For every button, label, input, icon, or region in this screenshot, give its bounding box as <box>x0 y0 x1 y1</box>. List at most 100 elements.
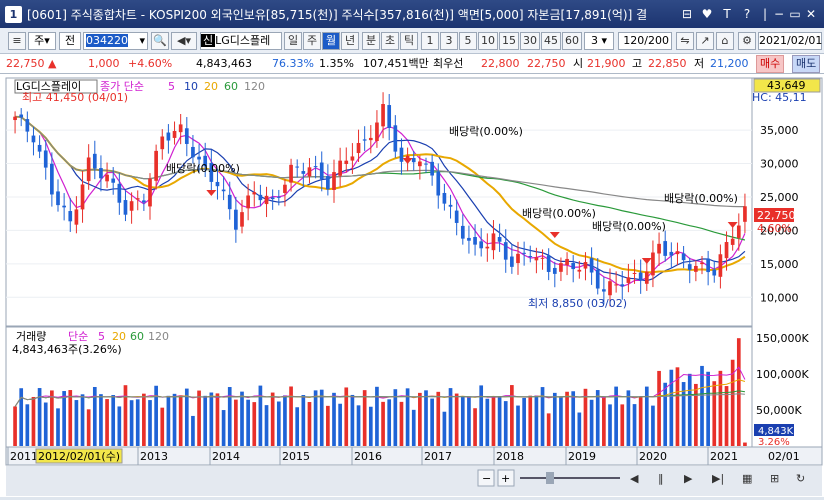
volume-bar <box>13 406 17 446</box>
volume-bar <box>503 401 508 446</box>
chart-area[interactable]: 35,000 30,000 25,000 20,000 15,000 10,000 150… <box>0 74 824 497</box>
zoom-out-button[interactable] <box>477 469 495 487</box>
volume-bar <box>129 400 134 446</box>
compare-icon[interactable]: ⌂ <box>716 32 734 50</box>
next-arrow-icon[interactable]: ▶ <box>684 472 693 485</box>
sound-icon[interactable]: ◀▾ <box>171 32 197 50</box>
current-price-tag: 22,750 <box>757 209 796 222</box>
period-month[interactable]: 월 <box>322 32 340 50</box>
volume-bar <box>730 359 735 446</box>
quote-amount: 107,451백만 <box>363 57 429 70</box>
volume-bar <box>497 396 502 446</box>
volume-bar <box>301 395 306 446</box>
market-select[interactable]: 전 <box>59 32 81 50</box>
zoom-in-button[interactable] <box>497 469 515 487</box>
text-icon[interactable]: T <box>723 7 731 21</box>
volume-bar <box>681 382 686 446</box>
candle-body <box>191 146 195 158</box>
candle-body <box>724 242 729 259</box>
dividend-label-3: 배당락(0.00%) <box>522 207 596 220</box>
volume-y-tick: 50,000K <box>756 404 802 417</box>
volume-bar <box>172 393 177 446</box>
settings-icon[interactable]: ⚙ <box>738 32 756 50</box>
candle-body <box>577 269 582 272</box>
candle-body <box>602 289 606 292</box>
x-axis-year: 2013 <box>140 450 168 463</box>
pause-icon[interactable]: ‖ <box>658 472 664 485</box>
period-second[interactable]: 초 <box>381 32 399 50</box>
volume-bar <box>430 398 434 446</box>
overlay-icon[interactable]: ↗ <box>696 32 714 50</box>
period-week[interactable]: 주 <box>303 32 321 50</box>
period-minute[interactable]: 분 <box>362 32 380 50</box>
interval-60[interactable]: 60 <box>562 32 582 50</box>
volume-bar <box>448 388 453 446</box>
search-icon[interactable]: 🔍 <box>151 32 169 50</box>
candle-body <box>651 252 655 276</box>
volume-bars <box>13 338 747 446</box>
x-axis-year: 2021 <box>710 450 738 463</box>
volume-moving-averages <box>14 366 746 407</box>
separator: | <box>762 7 768 21</box>
prev-arrow-icon[interactable]: ◀ <box>630 472 639 485</box>
candle-body <box>546 255 551 272</box>
help-icon[interactable]: ? <box>743 7 751 21</box>
quote-turnover: 1.35% <box>319 57 354 70</box>
maximize-button[interactable]: ▭ <box>789 7 801 21</box>
volume-bar <box>565 391 569 446</box>
interval-3[interactable]: 3 <box>440 32 458 50</box>
sell-button[interactable]: 매도 <box>792 55 821 73</box>
candle-body <box>234 209 238 230</box>
refresh-icon[interactable]: ↻ <box>796 472 805 485</box>
candle-body <box>92 153 97 169</box>
volume-bar <box>534 395 539 446</box>
candle-body <box>197 156 201 160</box>
end-arrow-icon[interactable]: ▶| <box>712 472 724 485</box>
screen-icon[interactable]: ⊟ <box>681 7 693 21</box>
buy-button[interactable]: 매수 <box>756 55 785 73</box>
interval-30[interactable]: 30 <box>520 32 540 50</box>
volume-bar <box>632 404 637 446</box>
candle-body <box>595 269 600 289</box>
interval-10[interactable]: 10 <box>478 32 498 50</box>
candle-body <box>736 225 741 238</box>
stock-code-input[interactable]: 034220 ▾ <box>83 32 148 50</box>
volume-bar <box>620 404 625 446</box>
chart-type-icon[interactable]: ⇋ <box>676 32 694 50</box>
interval-45[interactable]: 45 <box>541 32 561 50</box>
grid-icon[interactable]: ▦ <box>742 472 752 485</box>
favorite-icon[interactable]: ♥ <box>701 7 713 21</box>
volume-y-ticks: 150,000K 100,000K 50,000K <box>756 332 809 417</box>
market-type-select[interactable]: 주▾ <box>28 32 56 50</box>
interval-1[interactable]: 1 <box>421 32 439 50</box>
volume-bar <box>215 393 220 446</box>
period-tick[interactable]: 틱 <box>400 32 418 50</box>
candle-body <box>669 251 674 256</box>
high-price: 22,850 <box>648 57 687 70</box>
candle-body <box>319 162 324 180</box>
x-axis-year: 2011 <box>10 450 38 463</box>
x-axis-right-label: 02/01 <box>768 450 800 463</box>
close-button[interactable]: ✕ <box>805 7 817 21</box>
chart-toolbar: ≡ 주▾ 전 034220 ▾ 🔍 ◀▾ 신 LG디스플레 일 주 월 년 분 초 … <box>0 28 824 54</box>
interval-select[interactable]: 3 ▾ <box>584 32 614 50</box>
date-input[interactable]: 2021/02/01 <box>758 32 822 50</box>
period-year[interactable]: 년 <box>341 32 359 50</box>
minimize-button[interactable]: − <box>773 7 785 21</box>
candle-body <box>694 265 698 272</box>
volume-bar <box>68 390 73 446</box>
count-input[interactable]: 120/200 <box>618 32 672 50</box>
volume-y-tick: 150,000K <box>756 332 809 345</box>
interval-5[interactable]: 5 <box>459 32 477 50</box>
period-day[interactable]: 일 <box>284 32 302 50</box>
split-icon[interactable]: ⊞ <box>770 472 779 485</box>
volume-bar <box>338 403 342 446</box>
quote-change: 1,000 <box>88 57 120 70</box>
zoom-slider-handle[interactable] <box>546 472 554 484</box>
candle-body <box>375 122 379 142</box>
ma5-label: 5 <box>168 80 175 93</box>
menu-icon[interactable]: ≡ <box>8 32 26 50</box>
ma10-label: 10 <box>184 80 198 93</box>
volume-bar <box>135 399 140 446</box>
interval-15[interactable]: 15 <box>499 32 519 50</box>
